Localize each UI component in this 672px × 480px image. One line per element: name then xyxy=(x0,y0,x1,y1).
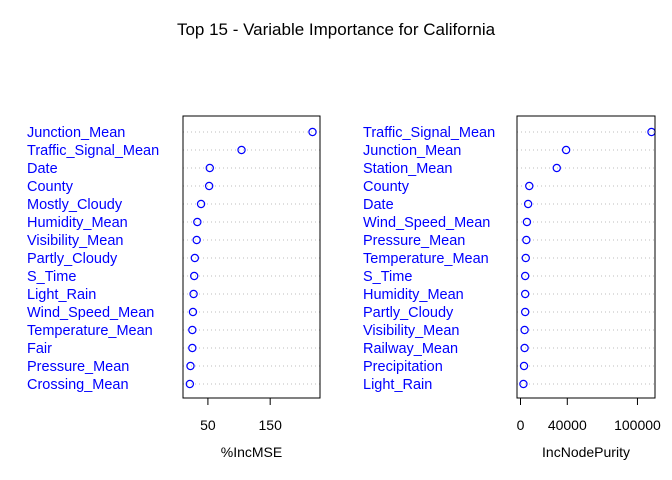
data-point xyxy=(190,271,199,281)
x-axis-title: %IncMSE xyxy=(221,444,282,460)
x-tick-label: 40000 xyxy=(548,417,587,433)
variable-label: Precipitation xyxy=(363,359,443,375)
data-point xyxy=(188,325,197,335)
variable-label: Traffic_Signal_Mean xyxy=(363,125,495,141)
variable-label: Temperature_Mean xyxy=(27,323,153,339)
data-point xyxy=(308,127,317,137)
data-point xyxy=(188,307,198,317)
data-point xyxy=(205,163,214,173)
variable-label: Pressure_Mean xyxy=(363,233,465,249)
data-point xyxy=(522,217,532,227)
variable-label: Wind_Speed_Mean xyxy=(363,215,490,231)
data-point xyxy=(193,217,202,227)
data-point xyxy=(192,235,201,245)
x-tick-label: 150 xyxy=(259,417,283,433)
variable-label: Visibility_Mean xyxy=(27,233,123,249)
variable-label: County xyxy=(27,179,74,195)
variable-label: Temperature_Mean xyxy=(363,251,489,267)
variable-label: Junction_Mean xyxy=(363,143,461,159)
variable-label: Crossing_Mean xyxy=(27,377,129,393)
variable-label: S_Time xyxy=(27,269,76,285)
data-point xyxy=(523,199,533,209)
data-point xyxy=(196,199,206,209)
data-point xyxy=(521,253,530,263)
x-tick-label: 100000 xyxy=(614,417,661,433)
panel-frame xyxy=(516,115,656,399)
data-point xyxy=(519,361,529,371)
data-point xyxy=(520,289,530,299)
data-point xyxy=(520,325,529,335)
variable-label: Partly_Cloudy xyxy=(363,305,454,321)
variable-label: Date xyxy=(27,161,58,177)
data-point xyxy=(204,181,214,191)
variable-label: Visibility_Mean xyxy=(363,323,459,339)
variable-label: Light_Rain xyxy=(363,377,432,393)
variable-label: Humidity_Mean xyxy=(27,215,128,231)
variable-label: Wind_Speed_Mean xyxy=(27,305,154,321)
variable-label: Traffic_Signal_Mean xyxy=(27,143,159,159)
data-point xyxy=(647,127,656,137)
chart-title: Top 15 - Variable Importance for Califor… xyxy=(177,20,496,39)
variable-label: Station_Mean xyxy=(363,161,452,177)
panel-1: Junction_Mean Traffic_Signal_Mean Date Coun… xyxy=(27,115,321,460)
data-point xyxy=(188,343,197,353)
data-point xyxy=(185,379,195,389)
variable-label: Mostly_Cloudy xyxy=(27,197,123,213)
variable-label: Railway_Mean xyxy=(363,341,458,357)
data-point xyxy=(190,253,200,263)
data-point xyxy=(189,289,198,299)
x-tick-label: 50 xyxy=(200,417,216,433)
x-tick-label: 0 xyxy=(517,417,525,433)
data-point xyxy=(525,181,534,191)
data-point xyxy=(520,307,530,317)
variable-label: Humidity_Mean xyxy=(363,287,464,303)
x-axis-title: IncNodePurity xyxy=(542,444,630,460)
variable-label: County xyxy=(363,179,410,195)
data-point xyxy=(520,343,529,353)
variable-label: Light_Rain xyxy=(27,287,96,303)
data-point xyxy=(552,163,561,173)
data-point xyxy=(186,361,195,371)
data-point xyxy=(237,145,246,155)
variable-label: Partly_Cloudy xyxy=(27,251,118,267)
data-point xyxy=(561,145,571,155)
variable-label: Pressure_Mean xyxy=(27,359,129,375)
data-point xyxy=(519,379,528,389)
data-point xyxy=(520,271,530,281)
panel-2: Traffic_Signal_Mean Junction_Mean Station_… xyxy=(363,115,661,460)
variable-label: S_Time xyxy=(363,269,412,285)
variable-label: Date xyxy=(363,197,394,213)
chart-panels: Junction_Mean Traffic_Signal_Mean Date Coun… xyxy=(27,115,661,460)
variable-label: Junction_Mean xyxy=(27,125,125,141)
data-point xyxy=(522,235,531,245)
panel-frame xyxy=(182,115,321,399)
variable-label: Fair xyxy=(27,341,52,357)
